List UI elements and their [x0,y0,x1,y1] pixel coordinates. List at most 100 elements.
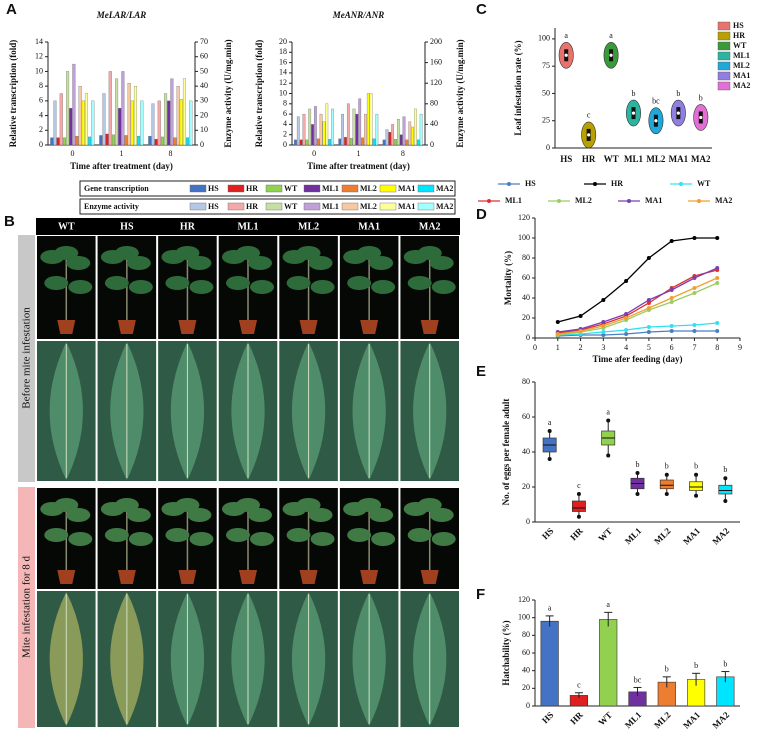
enzyme-bar [296,116,300,146]
legend-label: WT [733,41,747,50]
legend-label: HS [208,202,219,211]
plant-leaves [417,246,442,260]
violin-mean [631,111,636,115]
significance-letter: b [723,465,727,474]
legend-label: ML1 [733,51,750,60]
column-label: MA1 [358,221,380,232]
transcription-bar [322,121,326,146]
plant-leaves [371,280,396,294]
x-tick-label: 2 [579,343,583,352]
enzyme-bar [358,98,362,146]
enzyme-bar [352,108,356,146]
plant-leaves [226,528,250,542]
y2-tick-label: 20 [200,110,208,119]
outlier-low [664,492,669,496]
transcription-bar [411,126,414,146]
series-line [557,267,718,333]
plant-leaves [68,532,93,546]
transcription-bar [416,139,420,146]
series-marker [555,320,560,324]
plant-leaves [431,532,456,546]
significance-letter: c [577,481,581,490]
series-marker [692,291,697,295]
y-tick-label: 12 [35,52,43,61]
series-marker [601,298,606,302]
pot [57,570,76,584]
y-tick-label: 10 [35,66,43,75]
series-marker [601,324,606,328]
legend-label: HR [246,184,258,193]
y-tick-label: 16 [279,57,287,66]
significance-letter: a [564,31,568,40]
transcription-bar [344,137,347,146]
x-tick-label: MA1 [669,154,689,164]
significance-letter: bc [634,675,642,684]
significance-letter: b [676,89,680,98]
series-line [557,237,718,323]
y2-tick-label: 60 [200,52,208,61]
x-tick-label: 8 [401,149,405,158]
row-label: Mite infestation for 8 d [21,555,33,658]
significance-letter: b [665,462,669,471]
enzyme-bar [189,100,193,146]
enzyme-bar [127,83,131,146]
series-marker [646,306,651,310]
enzyme-bar [369,93,373,146]
legend-label: HR [733,31,745,40]
enzyme-bar [375,113,379,146]
chart-title: MeLAR/LAR [96,10,147,20]
y2-axis-label: Enzyme activity (U/mg.min) [223,39,233,147]
x-axis-label: Time afer feeding (day) [593,354,683,364]
y2-tick-label: 160 [430,57,442,66]
plant-leaves [357,498,382,512]
plant-leaves [357,246,382,260]
transcription-bar [349,138,353,146]
series-marker [715,329,720,333]
series-marker [692,329,697,333]
x-tick-label: 4 [624,343,628,352]
column-label: WT [58,221,75,232]
box [571,500,586,512]
series-marker [624,332,629,336]
outlier-low [723,499,728,503]
column-label: HR [180,221,196,232]
y-tick-label: 0 [39,140,43,149]
y-tick-label: 0 [283,140,287,149]
outlier-high [606,418,611,423]
series-line [557,277,718,335]
x-tick-label: 0 [71,149,75,158]
y2-axis-label: Enzyme activity (U/mg.min) [455,39,465,147]
y-tick-label: 2 [283,130,287,139]
transcription-bar [124,135,128,146]
legend-swatch [717,61,731,71]
bar [540,620,559,707]
series-line [557,322,718,336]
y-tick-label: 120 [518,213,530,222]
violin-mean [676,111,680,115]
pot [360,320,379,334]
enzyme-bar [133,85,138,146]
plant-leaves [44,276,69,290]
x-tick-label: 6 [670,343,674,352]
enzyme-bar [402,116,406,146]
pot [420,320,439,334]
legend-label: ML1 [505,196,522,205]
series-marker [646,330,651,334]
legend-label: ML1 [322,202,339,211]
plant-leaves [187,508,212,522]
enzyme-bar [176,85,180,146]
y2-tick-label: 40 [200,81,208,90]
transcription-bar [394,139,397,146]
outlier-low [694,493,699,498]
y-tick-label: 60 [522,273,530,282]
y-tick-label: 4 [39,110,43,119]
plant-leaves [286,528,311,542]
legend-label: MA2 [436,202,453,211]
y-axis-label: Hatchability (%) [501,620,511,685]
significance-letter: b [632,89,636,98]
significance-letter: a [609,31,613,40]
y-tick-label: 80 [522,377,530,386]
pot [420,570,439,584]
series-marker [646,256,651,260]
plant-leaves [54,246,79,260]
